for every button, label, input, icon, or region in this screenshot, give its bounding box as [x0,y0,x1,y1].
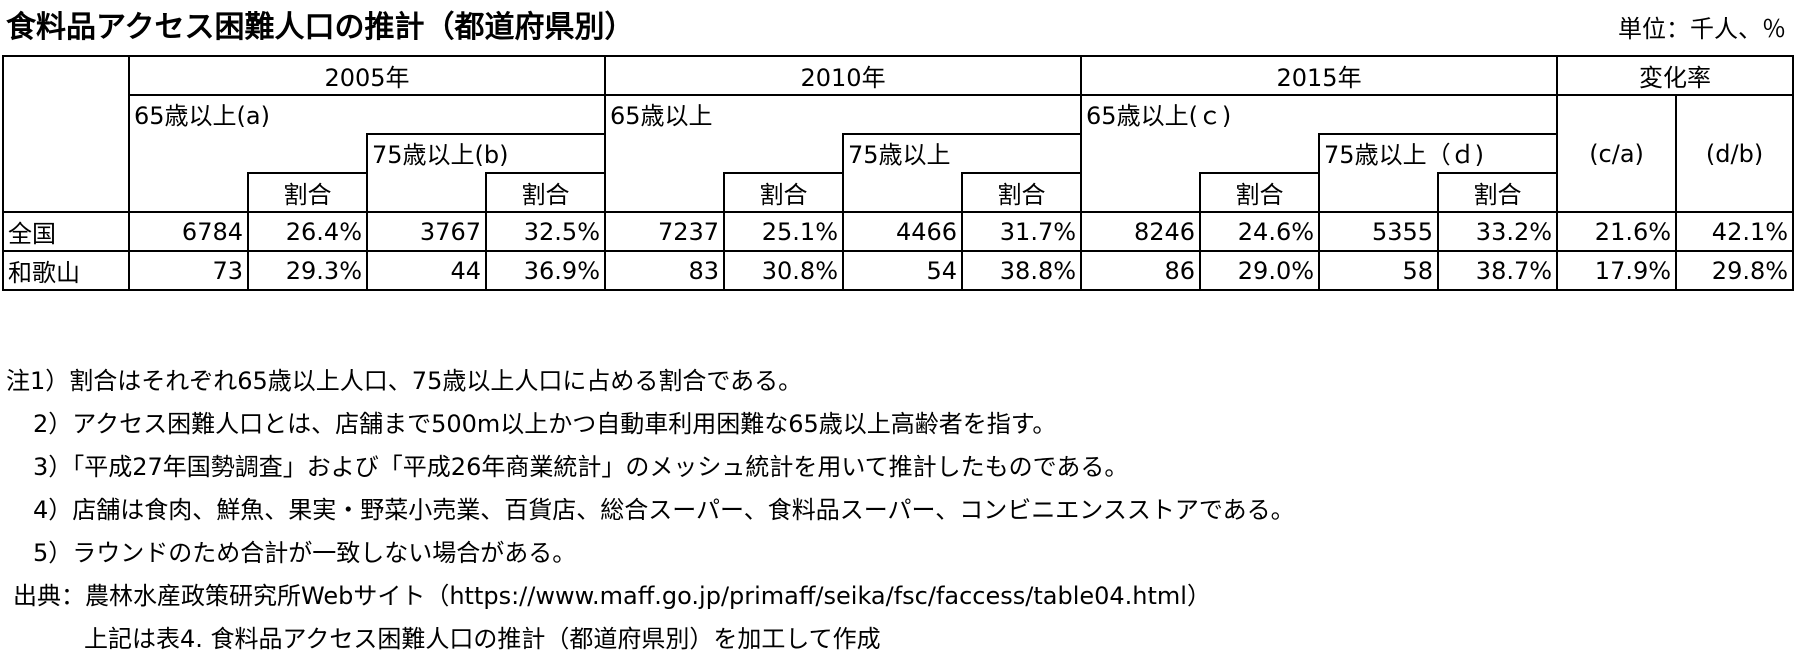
table-cell: 29.8% [1675,250,1795,291]
table-cell: 4466 [842,211,964,252]
header-row-years: 2005年 2010年 2015年 変化率 [2,55,1795,213]
table-cell: 6784 [128,211,249,252]
header-blank [366,173,487,213]
table-cell: 8246 [1080,211,1202,252]
note-line: 注1）割合はそれぞれ65歳以上人口、75歳以上人口に占める割合である。 [6,367,803,395]
header-blank [1080,134,1321,173]
header-ratio: 割合 [1437,172,1559,213]
notes-section: 注1）割合はそれぞれ65歳以上人口、75歳以上人口に占める割合である。 2）アク… [6,360,1295,661]
table-cell: 33.2% [1437,211,1559,252]
table-cell: 44 [366,250,487,291]
header-blank [1080,173,1202,213]
header-ratio: 割合 [961,172,1083,213]
table-cell: 36.9% [484,250,607,291]
note-line: 2）アクセス困難人口とは、店舗まで500m以上かつ自動車利用困難な65歳以上高齢… [33,410,1057,438]
header-blank [128,134,368,173]
data-table: 2005年 2010年 2015年 変化率 65歳以上(a) 65歳以上 65歳… [2,55,1795,291]
table-cell: 24.6% [1199,211,1321,252]
note-line: 5）ラウンドのため合計が一致しない場合がある。 [33,539,577,567]
header-row-age65: 65歳以上(a) 65歳以上 65歳以上(ｃ) (c/a) (d/b) [3,94,1795,213]
header-blank [128,173,249,213]
table-cell: 30.8% [723,250,845,291]
header-2015: 2015年 [1080,55,1559,96]
header-2010: 2010年 [604,55,1083,96]
table-cell: 21.6% [1556,211,1678,252]
table-cell: 17.9% [1556,250,1678,291]
header-ratio: 割合 [484,172,607,213]
header-2015-age65: 65歳以上(ｃ) [1080,94,1559,134]
header-row-age75: 75歳以上(b) 75歳以上 75歳以上（ｄ) [3,133,1793,173]
row-name: 全国 [2,211,130,252]
table-cell: 54 [842,250,964,291]
table-cell: 29.3% [247,250,368,291]
header-2005-age75: 75歳以上(b) [365,133,607,173]
header-change-rate: 変化率 [1556,55,1795,96]
header-2015-age75: 75歳以上（ｄ) [1318,133,1559,173]
table-cell: 26.4% [247,211,368,252]
table-cell: 86 [1080,250,1202,291]
source-line: 出典：農林水産政策研究所Webサイト（https://www.maff.go.j… [13,582,1211,610]
table-cell: 25.1% [723,211,845,252]
table-cell: 38.7% [1437,250,1559,291]
table-cell: 73 [128,250,249,291]
header-db: (d/b) [1675,94,1795,213]
header-2010-age65: 65歳以上 [604,94,1083,134]
header-blank [842,173,964,213]
header-row-ratio: 割合 割合 割合 割合 割合 割合 [3,172,1793,213]
header-ratio: 割合 [247,172,368,213]
table-cell: 5355 [1318,211,1440,252]
table-cell: 58 [1318,250,1440,291]
unit-label: 単位：千人、％ [1618,15,1786,43]
header-2005-age65: 65歳以上(a) [127,94,607,134]
table-row: 全国 6784 26.4% 3767 32.5% 7237 25.1% 4466… [2,211,1795,252]
header-blank [1318,173,1440,213]
header-2010-age75: 75歳以上 [842,133,1083,173]
page-title: 食料品アクセス困難人口の推計（都道府県別） [6,10,635,45]
table-cell: 3767 [366,211,487,252]
note-line: 3）「平成27年国勢調査」および「平成26年商業統計」のメッシュ統計を用いて推計… [33,453,1129,481]
header-ratio: 割合 [1199,172,1321,213]
header-corner [2,55,130,213]
table-cell: 29.0% [1199,250,1321,291]
header-ratio: 割合 [723,172,845,213]
table-cell: 42.1% [1675,211,1795,252]
table-cell: 83 [604,250,726,291]
table-row: 和歌山 73 29.3% 44 36.9% 83 30.8% 54 38.8% … [2,250,1795,291]
header-blank [604,134,845,173]
note-line: 4）店舗は食肉、鮮魚、果実・野菜小売業、百貨店、総合スーパー、食料品スーパー、コ… [33,496,1295,524]
source-note: 上記は表4. 食料品アクセス困難人口の推計（都道府県別）を加工して作成 [84,625,881,653]
header-2005: 2005年 [127,55,607,96]
table-cell: 32.5% [484,211,607,252]
header-blank [604,173,726,213]
table-cell: 7237 [604,211,726,252]
table-cell: 31.7% [961,211,1083,252]
header-ca: (c/a) [1556,94,1678,213]
row-name: 和歌山 [2,250,130,291]
table-cell: 38.8% [961,250,1083,291]
